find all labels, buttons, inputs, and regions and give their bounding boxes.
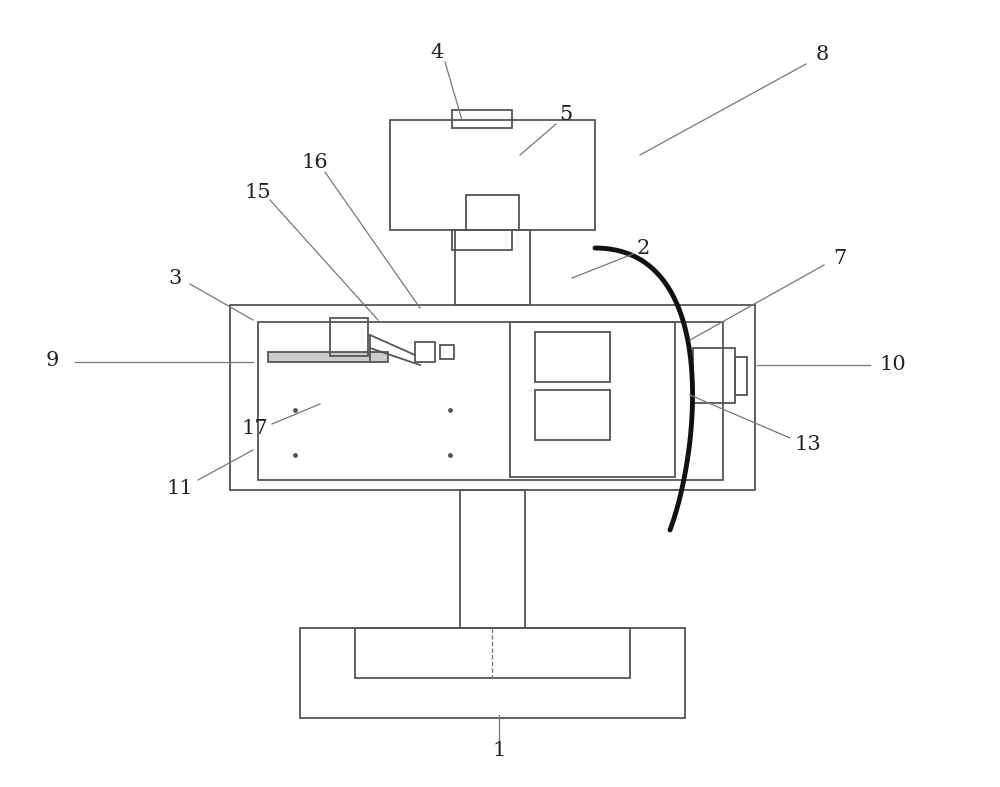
Text: 15: 15 (245, 183, 271, 201)
Bar (510, 322, 675, 477)
Text: 16: 16 (302, 153, 328, 172)
Bar (455, 230, 530, 305)
Text: 2: 2 (636, 238, 650, 257)
Text: 11: 11 (167, 478, 193, 497)
Text: 7: 7 (833, 249, 847, 268)
Text: 1: 1 (492, 741, 506, 759)
Text: 17: 17 (242, 419, 268, 438)
Text: 10: 10 (880, 356, 906, 375)
Bar (390, 120, 595, 230)
Bar (415, 342, 435, 362)
Bar (452, 110, 512, 128)
Bar (230, 305, 755, 490)
Text: 8: 8 (815, 46, 829, 65)
Bar (735, 357, 747, 395)
Bar (268, 352, 388, 362)
Bar (466, 195, 519, 230)
Text: 4: 4 (430, 42, 444, 61)
Bar (693, 348, 735, 403)
Bar (535, 332, 610, 382)
Bar (535, 390, 610, 440)
Bar (460, 490, 525, 628)
Text: 5: 5 (559, 105, 573, 124)
Bar (300, 628, 685, 718)
Bar (258, 322, 723, 480)
Bar (355, 628, 630, 678)
Bar (452, 230, 512, 250)
Bar (330, 318, 368, 356)
Bar (440, 345, 454, 359)
Text: 9: 9 (45, 350, 59, 370)
Text: 3: 3 (168, 268, 182, 287)
Text: 13: 13 (795, 435, 821, 455)
